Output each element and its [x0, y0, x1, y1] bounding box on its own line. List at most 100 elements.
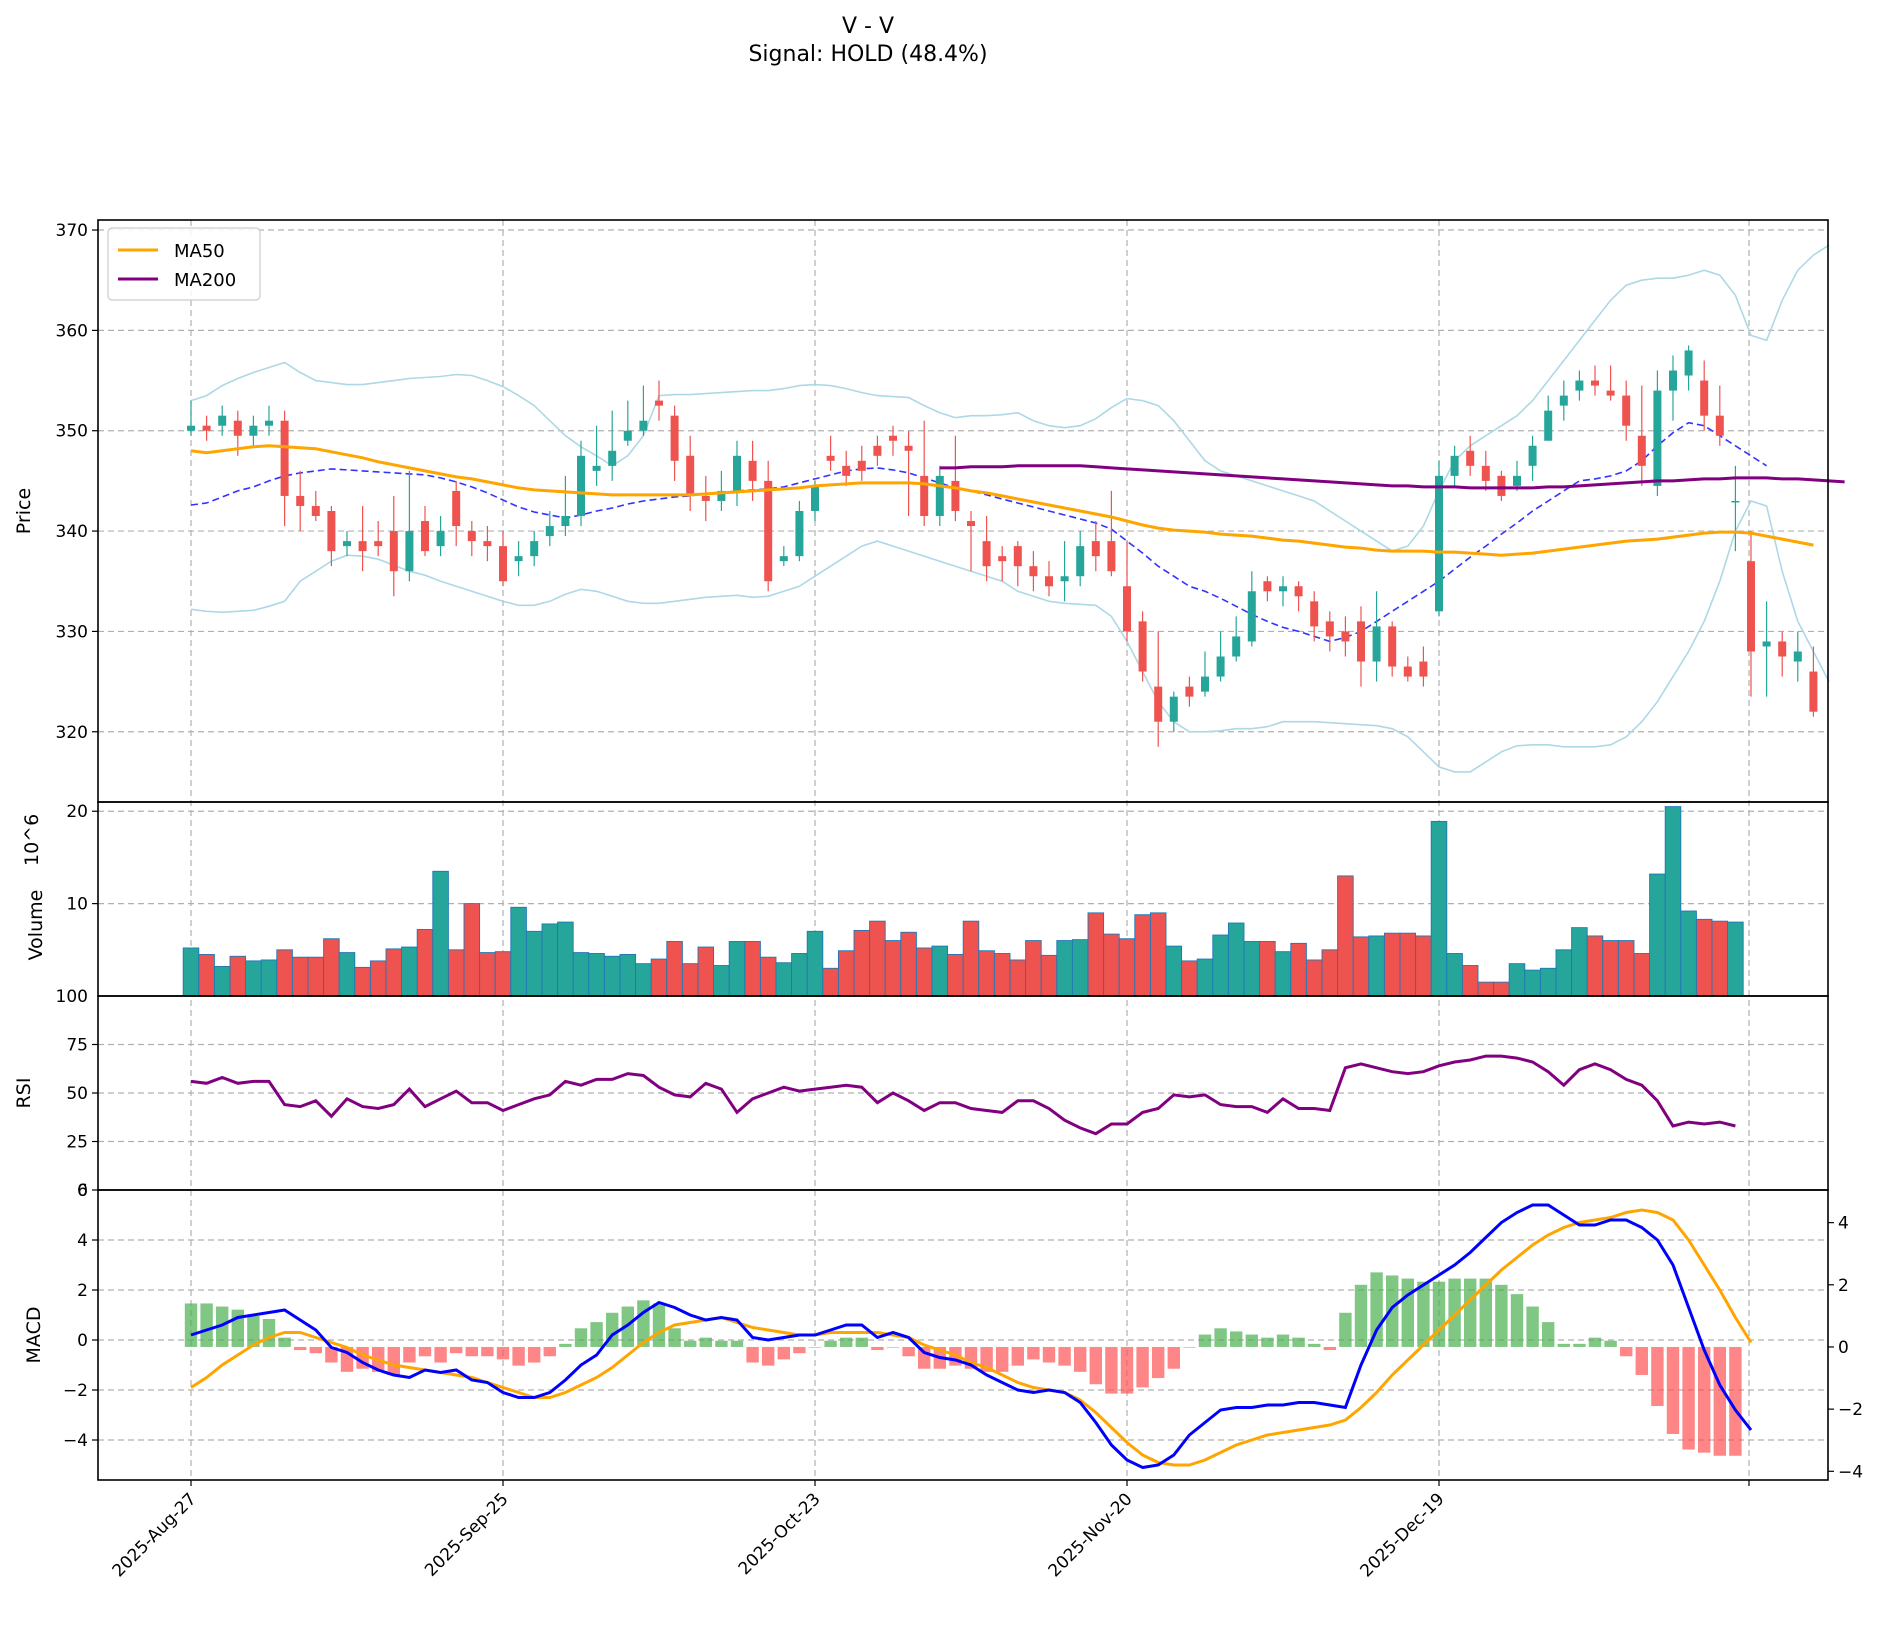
- candle-body: [1606, 390, 1615, 396]
- volume-bar: [775, 962, 793, 997]
- candle: [1466, 435, 1475, 476]
- macd-histogram-bar: [1495, 1284, 1508, 1347]
- candle-body: [1700, 380, 1709, 416]
- volume-bar: [541, 923, 559, 997]
- candle: [608, 410, 617, 481]
- bollinger-bands: [190, 244, 1830, 773]
- macd-histogram-bar: [699, 1337, 712, 1347]
- x-tick-label: 2025-Nov-20: [1045, 1489, 1137, 1581]
- volume-bar: [1383, 932, 1401, 997]
- candle-body: [1091, 541, 1100, 557]
- volume-bar: [1368, 935, 1385, 997]
- candle: [1138, 611, 1147, 682]
- candle-body: [1793, 651, 1802, 662]
- candle: [1201, 651, 1209, 697]
- candle: [1778, 631, 1787, 677]
- macd-histogram-bar: [512, 1346, 525, 1366]
- volume-bar: [1680, 910, 1697, 997]
- candle: [1513, 460, 1521, 491]
- volume-bar: [1321, 949, 1339, 997]
- candle: [577, 440, 585, 527]
- macd-histogram-bar: [1542, 1322, 1555, 1347]
- candle: [296, 470, 305, 532]
- candle-body: [233, 420, 242, 436]
- candle-body: [545, 526, 554, 537]
- candle-body: [935, 475, 944, 517]
- macd-histogram-bar: [216, 1306, 229, 1347]
- candle-body: [1513, 475, 1521, 486]
- volume-bar: [1602, 940, 1619, 997]
- volume-bar: [307, 956, 325, 997]
- candle-body: [1247, 591, 1256, 642]
- candle-body: [764, 480, 773, 582]
- price-y-tick-label: 320: [56, 723, 88, 743]
- macd-histogram-bar: [1557, 1343, 1570, 1347]
- macd-histogram-bar: [1620, 1346, 1633, 1357]
- volume-bar: [1165, 945, 1183, 997]
- legend-ma200-label: MA200: [174, 270, 236, 291]
- volume-bar: [1305, 959, 1323, 997]
- macd-histogram-bar: [418, 1346, 432, 1357]
- candle-body: [967, 521, 975, 527]
- volume-bar: [1555, 949, 1573, 997]
- candle-body: [389, 531, 398, 572]
- candle: [311, 490, 320, 522]
- macd-histogram-bar: [1401, 1278, 1414, 1347]
- candle-body: [1325, 621, 1334, 637]
- macd-histogram-bar: [840, 1337, 853, 1347]
- volume-bar: [432, 870, 449, 997]
- volume-bar: [1571, 927, 1588, 997]
- candle: [1622, 380, 1631, 441]
- macd-lines: [190, 1203, 1753, 1470]
- legend-box: [107, 227, 261, 301]
- candle: [967, 511, 975, 572]
- candle: [1388, 621, 1397, 677]
- macd-histogram-bar: [528, 1346, 541, 1363]
- candle-body: [592, 465, 601, 471]
- candle-body: [561, 516, 570, 527]
- candle-body: [1388, 626, 1397, 667]
- candle-body: [1123, 586, 1131, 632]
- macd-histogram-bar: [262, 1318, 276, 1347]
- volume-bars: [182, 806, 1744, 997]
- macd-histogram-bar: [559, 1343, 572, 1347]
- candle-body: [1232, 636, 1241, 657]
- macd-histogram: [184, 1272, 1742, 1456]
- volume-bar: [198, 953, 215, 997]
- volume-bar: [900, 931, 917, 997]
- candle-body: [405, 531, 414, 572]
- volume-bar: [1087, 912, 1105, 997]
- macd-histogram-bar: [1292, 1337, 1305, 1347]
- candle-body: [748, 460, 757, 481]
- candle-body: [795, 511, 804, 557]
- volume-bar: [182, 947, 200, 997]
- candle-body: [1045, 576, 1053, 587]
- macd-histogram-bar: [1136, 1346, 1149, 1388]
- candle-body: [1294, 586, 1303, 597]
- volume-bar: [1399, 932, 1417, 997]
- macd-histogram-bar: [1042, 1346, 1056, 1363]
- candle-body: [1622, 395, 1631, 426]
- price-y-tick-label: 330: [56, 622, 88, 642]
- macd-y-tick-label: 0: [77, 1331, 88, 1351]
- candle-body: [1169, 696, 1178, 722]
- candle-body: [514, 556, 523, 562]
- macd-histogram-bar: [1198, 1334, 1212, 1347]
- price-y-tick-label: 350: [56, 422, 88, 442]
- ma50-line: [190, 444, 1814, 557]
- macd-histogram-bar: [496, 1346, 510, 1360]
- candle: [1700, 360, 1709, 431]
- candle-body: [1450, 455, 1459, 476]
- x-tick-label: 2025-Aug-27: [109, 1489, 201, 1581]
- price-y-tick-label: 340: [56, 522, 88, 542]
- volume-bar: [728, 941, 746, 997]
- candle: [592, 425, 601, 486]
- macd-right-tick-label: 0: [1838, 1338, 1849, 1358]
- volume-bar: [635, 963, 652, 997]
- volume-bar: [1196, 958, 1214, 997]
- candle: [935, 465, 944, 527]
- macd-histogram-bar: [590, 1322, 603, 1347]
- candle-body: [1403, 666, 1412, 677]
- candle: [1403, 656, 1412, 682]
